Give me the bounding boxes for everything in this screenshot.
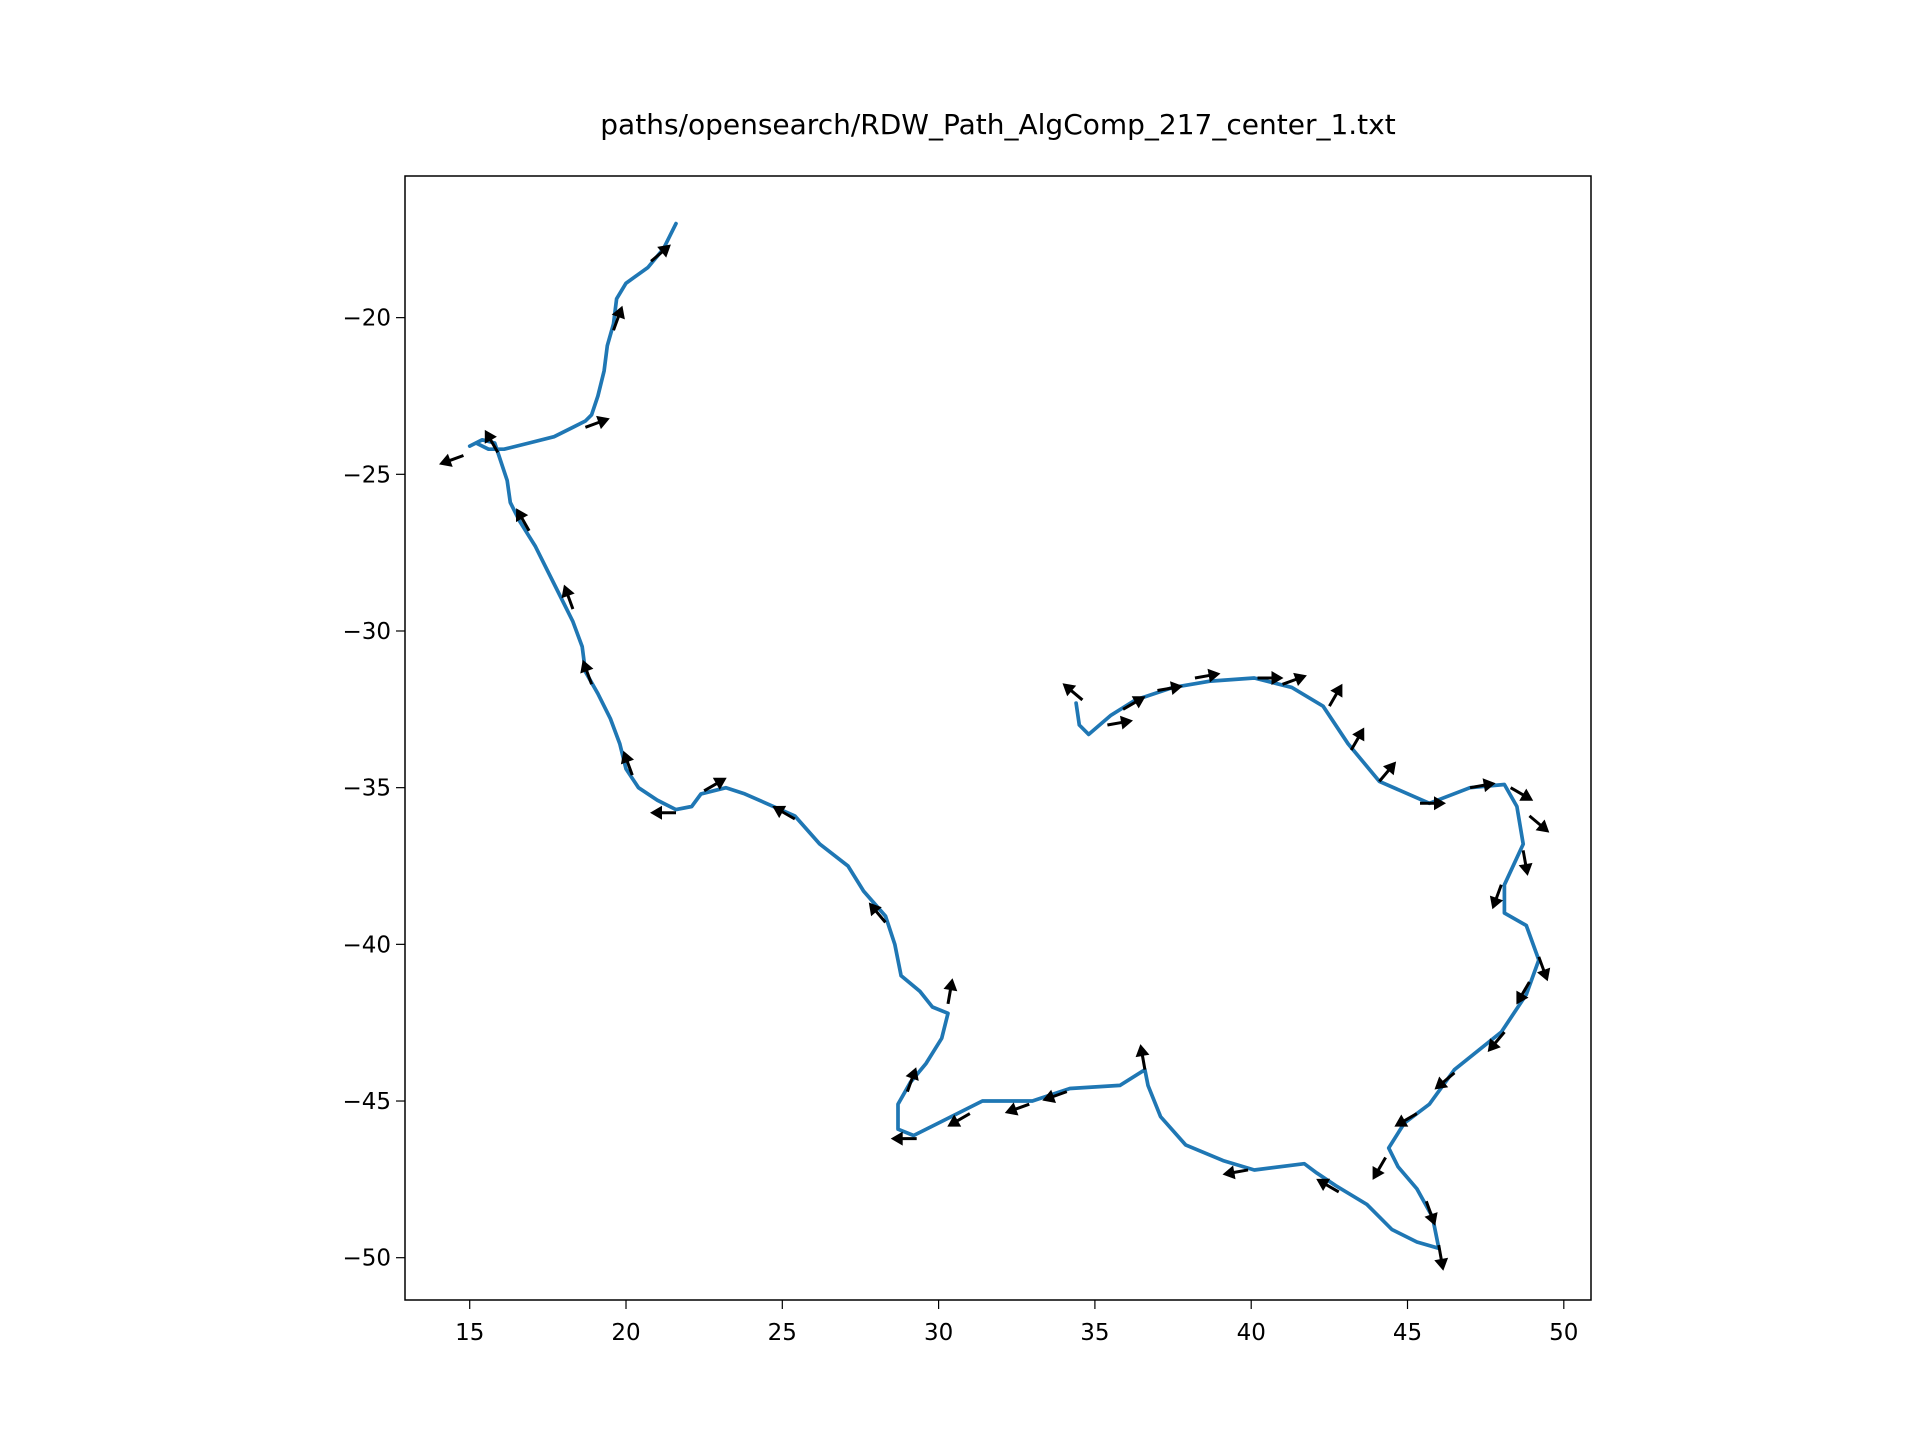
- direction-arrow: [1509, 786, 1534, 801]
- direction-arrow: [1257, 671, 1284, 685]
- direction-arrow: [1420, 796, 1446, 811]
- direction-arrow: [516, 508, 531, 532]
- direction-arrow: [1528, 814, 1550, 833]
- direction-arrow: [1135, 1044, 1150, 1070]
- direction-arrow: [580, 659, 594, 685]
- y-tick-label: −20: [342, 306, 391, 332]
- plot-frame: [404, 175, 1592, 1301]
- direction-arrow: [1434, 1071, 1456, 1090]
- direction-arrow: [1424, 1200, 1438, 1226]
- direction-arrow: [1378, 761, 1397, 783]
- direction-arrow: [868, 902, 887, 924]
- x-tick-label: 50: [1549, 1320, 1578, 1346]
- direction-arrow: [1316, 1178, 1340, 1194]
- direction-arrow: [1222, 1165, 1249, 1180]
- direction-arrow: [1518, 850, 1533, 876]
- direction-arrow: [650, 244, 671, 263]
- direction-arrow: [1349, 727, 1365, 751]
- x-tick-label: 35: [1080, 1320, 1109, 1346]
- y-tick-label: −30: [342, 619, 391, 645]
- direction-arrow: [1042, 1089, 1068, 1103]
- direction-arrow: [1194, 668, 1221, 683]
- direction-arrow: [1469, 778, 1496, 793]
- x-tick-label: 30: [924, 1320, 953, 1346]
- x-tick-label: 25: [768, 1320, 797, 1346]
- direction-arrow: [1004, 1102, 1030, 1116]
- y-tick-label: −25: [342, 462, 391, 488]
- direction-arrow: [1516, 981, 1531, 1005]
- direction-arrow: [1489, 884, 1504, 910]
- x-tick-label: 40: [1237, 1320, 1266, 1346]
- y-tick-label: −45: [342, 1089, 391, 1115]
- direction-arrow: [1282, 672, 1307, 686]
- y-tick-label: −40: [342, 932, 391, 958]
- direction-arrow: [1328, 683, 1343, 707]
- x-tick-label: 15: [455, 1320, 484, 1346]
- direction-arrow: [1537, 956, 1551, 982]
- direction-arrow: [772, 805, 796, 821]
- path-line: [467, 221, 1541, 1251]
- chart-title: paths/opensearch/RDW_Path_AlgComp_217_ce…: [600, 108, 1395, 141]
- direction-arrow: [620, 750, 634, 776]
- direction-arrow: [1122, 696, 1146, 711]
- direction-arrow: [1487, 1031, 1506, 1052]
- direction-arrow: [703, 777, 727, 793]
- direction-arrow: [947, 1112, 971, 1127]
- direction-arrow: [584, 415, 610, 430]
- direction-arrow: [890, 1131, 917, 1146]
- direction-arrow: [905, 1067, 919, 1093]
- direction-arrow: [439, 453, 464, 467]
- y-tick-label: −50: [342, 1246, 391, 1272]
- direction-arrow: [1157, 681, 1183, 695]
- direction-arrow: [561, 584, 575, 610]
- x-tick-label: 20: [611, 1320, 640, 1346]
- direction-arrow: [1107, 715, 1133, 730]
- x-tick-label: 45: [1393, 1320, 1422, 1346]
- direction-arrow: [484, 429, 500, 454]
- direction-arrow: [650, 805, 676, 820]
- direction-arrow: [1434, 1244, 1449, 1271]
- direction-arrow: [1394, 1112, 1418, 1127]
- direction-arrow: [943, 978, 958, 1005]
- y-tick-label: −35: [342, 776, 391, 802]
- direction-arrow: [1062, 683, 1084, 702]
- direction-arrow: [611, 305, 625, 331]
- direction-arrow: [1372, 1156, 1387, 1180]
